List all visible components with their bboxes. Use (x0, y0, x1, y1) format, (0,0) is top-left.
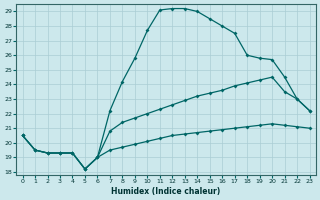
X-axis label: Humidex (Indice chaleur): Humidex (Indice chaleur) (111, 187, 221, 196)
